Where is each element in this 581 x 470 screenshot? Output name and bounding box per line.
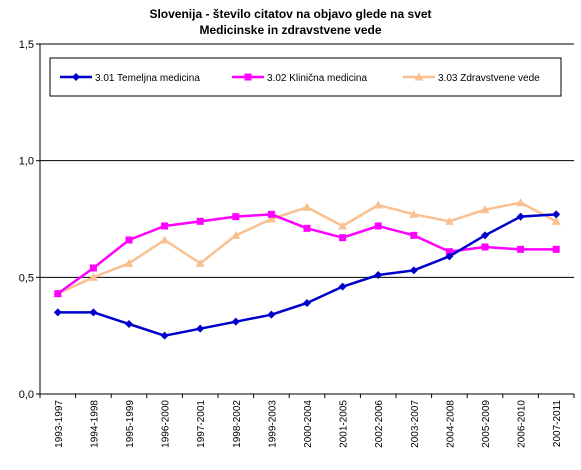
x-tick-label: 2007-2011 — [552, 400, 563, 448]
data-point — [409, 266, 418, 275]
data-point — [196, 324, 205, 333]
legend-label: 3.01 Temeljna medicina — [95, 73, 200, 84]
data-point — [516, 198, 526, 207]
data-point — [125, 236, 133, 244]
data-point — [89, 308, 98, 317]
legend-marker — [244, 73, 252, 81]
data-point — [445, 248, 453, 256]
data-point — [374, 271, 383, 279]
data-point — [54, 290, 62, 298]
y-tick-label: 0,0 — [19, 389, 34, 401]
legend-label: 3.02 Klinična medicina — [267, 73, 367, 84]
data-point — [195, 258, 205, 267]
chart-subtitle: Medicinske in zdravstvene vede — [199, 23, 382, 37]
x-tick-label: 2003-2007 — [410, 400, 421, 448]
legend-marker — [72, 73, 80, 81]
data-point — [409, 209, 419, 218]
x-tick-label: 2001-2005 — [339, 400, 350, 448]
data-point — [445, 252, 454, 261]
data-point — [160, 331, 169, 340]
legend — [49, 57, 562, 97]
data-point — [231, 230, 241, 239]
data-point — [480, 205, 490, 214]
data-point — [374, 222, 382, 230]
data-point — [88, 272, 98, 281]
data-point — [231, 317, 240, 326]
data-point — [302, 202, 312, 211]
data-point — [124, 258, 134, 267]
x-tick-label: 2004-2008 — [445, 400, 456, 448]
data-point — [373, 200, 383, 209]
legend-label: 3.03 Zdravstvene vede — [438, 73, 540, 84]
x-tick-label: 1999-2003 — [267, 400, 278, 448]
data-point — [303, 224, 311, 232]
data-point — [89, 264, 97, 272]
data-point — [551, 216, 561, 225]
x-tick-label: 2006-2010 — [517, 400, 528, 448]
x-tick-label: 1993-1997 — [54, 400, 65, 448]
data-point — [161, 222, 169, 230]
data-point — [410, 231, 418, 239]
y-tick-label: 0,5 — [19, 272, 34, 284]
x-tick-label: 1996-2000 — [161, 400, 172, 448]
x-tick-label: 1995-1999 — [125, 400, 136, 448]
data-point — [516, 212, 525, 221]
legend-marker — [414, 72, 424, 81]
x-tick-label: 1994-1998 — [89, 400, 100, 448]
series-line — [57, 213, 557, 337]
data-point — [196, 217, 204, 225]
data-point — [552, 245, 560, 253]
chart-title: Slovenija - število citatov na objavo gl… — [149, 7, 432, 21]
data-point — [303, 299, 311, 307]
data-point — [339, 234, 347, 242]
data-point — [267, 310, 276, 319]
x-tick-label: 1997-2001 — [196, 400, 207, 448]
data-point — [517, 245, 525, 253]
data-point — [338, 282, 347, 291]
data-point — [160, 235, 170, 244]
data-point — [266, 214, 276, 223]
x-tick-label: 2005-2009 — [481, 400, 492, 448]
data-point — [338, 221, 348, 230]
y-tick-label: 1,0 — [19, 156, 34, 168]
data-point — [53, 308, 62, 317]
x-tick-label: 2000-2004 — [303, 400, 314, 448]
data-point — [444, 216, 454, 225]
data-point — [481, 243, 489, 251]
data-point — [267, 210, 275, 218]
x-tick-label: 2002-2006 — [374, 400, 385, 448]
y-tick-label: 1,5 — [19, 39, 34, 51]
x-tick-label: 1998-2002 — [232, 400, 243, 448]
data-point — [481, 231, 489, 240]
data-point — [125, 320, 133, 328]
data-point — [552, 210, 561, 219]
data-point — [232, 213, 240, 221]
